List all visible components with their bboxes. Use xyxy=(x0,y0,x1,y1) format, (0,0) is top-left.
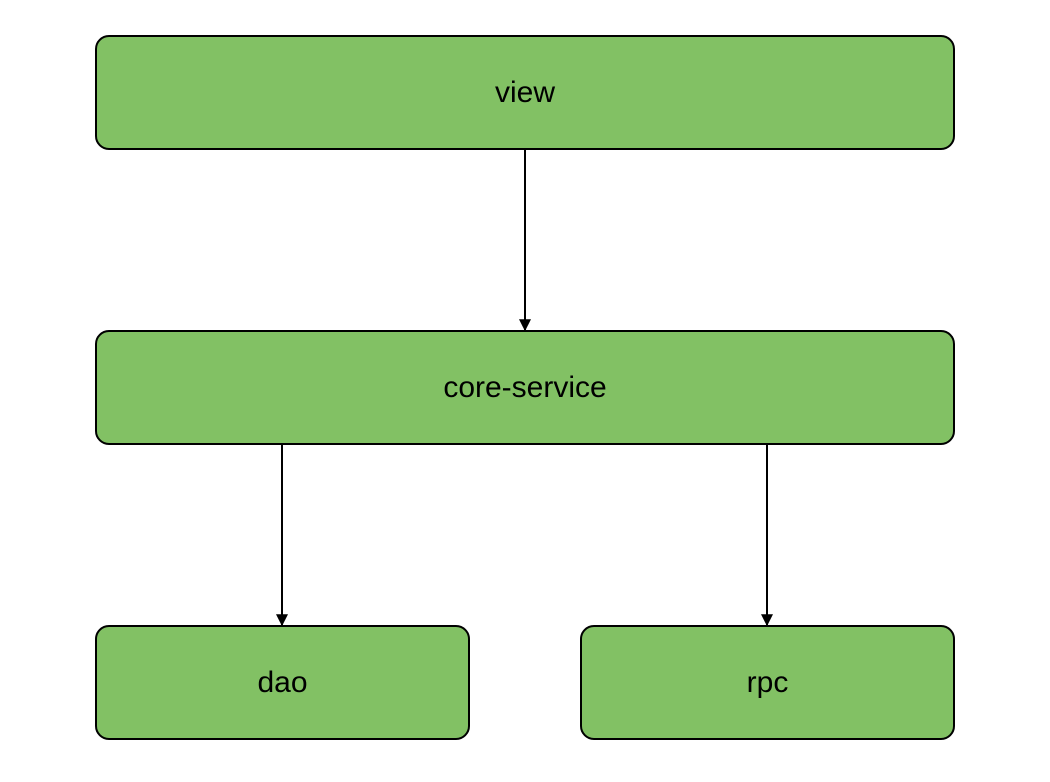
node-rpc-label: rpc xyxy=(747,666,789,700)
node-view: view xyxy=(95,35,955,150)
node-rpc: rpc xyxy=(580,625,955,740)
node-core-service-label: core-service xyxy=(443,371,606,405)
node-dao-label: dao xyxy=(257,666,307,700)
node-view-label: view xyxy=(495,76,555,110)
node-dao: dao xyxy=(95,625,470,740)
node-core-service: core-service xyxy=(95,330,955,445)
